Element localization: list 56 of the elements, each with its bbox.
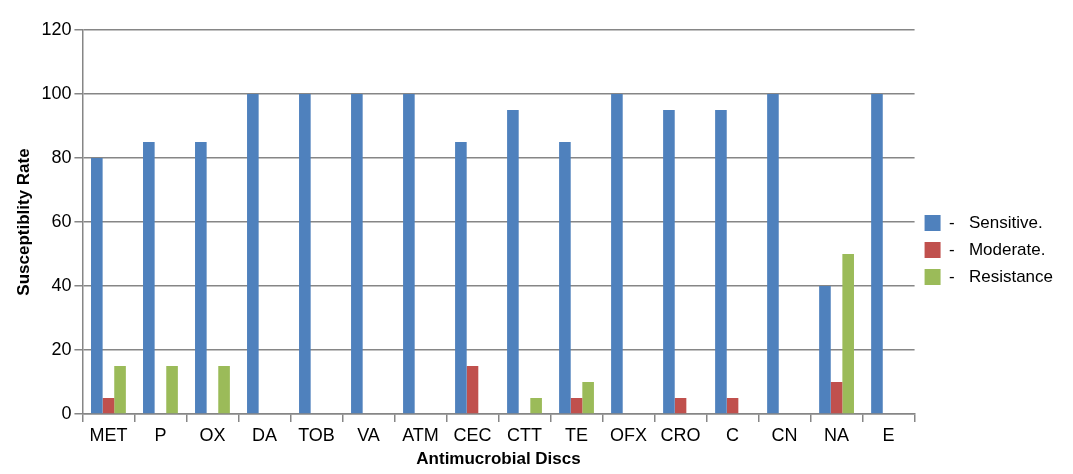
- bar: [871, 94, 883, 414]
- x-tick-label: E: [882, 424, 895, 445]
- x-tick-label: CRO: [660, 424, 701, 445]
- bar: [582, 382, 594, 414]
- y-tick-label: 80: [51, 146, 72, 167]
- x-tick-label: OX: [199, 424, 226, 445]
- bar: [403, 94, 415, 414]
- y-axis-title: Susceptiblity Rate: [13, 148, 33, 296]
- bar: [455, 142, 467, 414]
- bar: [507, 110, 519, 414]
- y-tick-label: 120: [41, 18, 72, 39]
- legend-label: - Moderate.: [949, 239, 1046, 259]
- bar: [819, 286, 831, 414]
- bar: [247, 94, 259, 414]
- y-tick-label: 20: [51, 338, 72, 359]
- bar: [102, 398, 115, 414]
- y-tick-label: 40: [51, 274, 72, 295]
- x-tick-label: MET: [89, 424, 128, 445]
- bar: [166, 366, 178, 414]
- bar: [218, 366, 230, 414]
- bar: [114, 366, 126, 414]
- bar: [466, 366, 479, 414]
- x-tick-label: VA: [357, 424, 380, 445]
- bar: [351, 94, 363, 414]
- y-tick-label: 60: [51, 210, 72, 231]
- x-axis-title: Antimucrobial Discs: [416, 449, 581, 469]
- x-tick-label: NA: [824, 424, 850, 445]
- x-tick-label: DA: [251, 424, 277, 445]
- y-tick-label: 100: [41, 82, 72, 103]
- bar: [611, 94, 623, 414]
- x-tick-label: TE: [565, 424, 589, 445]
- bar: [91, 158, 103, 414]
- bar: [570, 398, 583, 414]
- bar: [842, 254, 854, 414]
- bar: [726, 398, 739, 414]
- bar: [530, 398, 542, 414]
- x-tick-label: CEC: [453, 424, 492, 445]
- bar: [143, 142, 155, 414]
- x-tick-label: ATM: [402, 424, 439, 445]
- legend-label: - Resistance: [949, 266, 1054, 286]
- y-tick-label: 0: [61, 402, 72, 423]
- bar: [674, 398, 687, 414]
- x-tick-label: TOB: [298, 424, 335, 445]
- bar: [299, 94, 311, 414]
- x-tick-label: CN: [771, 424, 798, 445]
- bar: [195, 142, 207, 414]
- bar: [830, 382, 843, 414]
- legend-label: - Sensitive.: [949, 212, 1043, 232]
- x-tick-label: C: [726, 424, 740, 445]
- bar: [715, 110, 727, 414]
- bar: [559, 142, 571, 414]
- bar: [663, 110, 675, 414]
- bar: [767, 94, 779, 414]
- x-tick-label: OFX: [610, 424, 648, 445]
- x-tick-label: CTT: [507, 424, 543, 445]
- x-tick-label: P: [154, 424, 167, 445]
